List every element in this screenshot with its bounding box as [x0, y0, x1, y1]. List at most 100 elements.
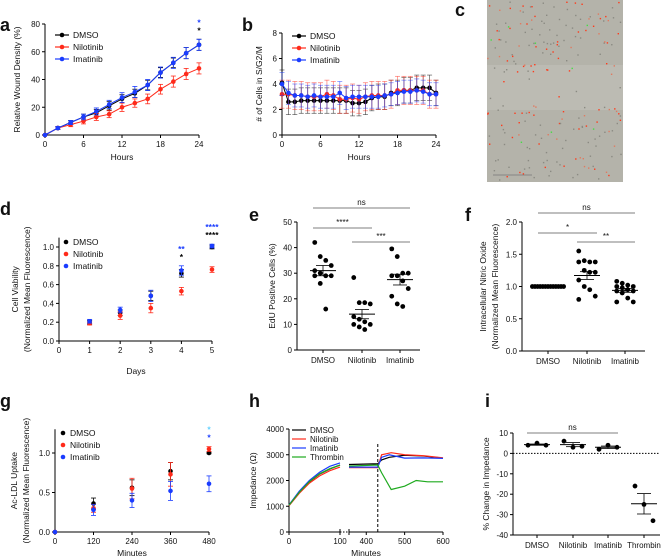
cell-dot [541, 20, 543, 22]
cell-dot [611, 44, 613, 46]
cell-dot [595, 145, 597, 147]
cell-dot [545, 48, 548, 50]
cell-dot [546, 159, 548, 162]
cell-dot [603, 20, 605, 22]
x-tick-label: 18 [393, 140, 402, 149]
cell-dot [535, 106, 537, 108]
y-tick-label: 20 [283, 295, 292, 304]
cell-dot [525, 112, 528, 114]
y-tick-label: 0 [288, 346, 293, 355]
cell-dot [572, 176, 574, 179]
cell-dot [506, 60, 509, 62]
cell-dot [575, 14, 577, 17]
data-point [171, 79, 176, 84]
cell-dot [556, 44, 558, 46]
data-point [206, 481, 212, 487]
y-axis-label: EdU Positive Cells (%) [267, 243, 277, 329]
data-point [362, 319, 368, 325]
legend-label: Imatinib [73, 261, 103, 271]
legend-item-imatinib: Imatinib [292, 444, 339, 453]
y-tick-label: 2 [273, 106, 278, 115]
legend: DMSO Nilotinib Imatinib [60, 428, 101, 462]
data-point [196, 66, 202, 71]
cell-dot [578, 117, 580, 119]
data-point [405, 270, 411, 276]
cell-dot [598, 178, 600, 180]
x-category-label: Imatinib [611, 357, 640, 366]
cell-dot [527, 70, 529, 72]
data-point [168, 472, 173, 477]
panel-i: i -40 -30 -20 -10 0 10 DMSO Nilotinib Imatinib Thr… [481, 391, 661, 550]
cell-dot [529, 6, 532, 8]
data-point [375, 94, 381, 100]
legend-item-imatinib: Imatinib [63, 261, 103, 271]
cell-dot [583, 165, 586, 168]
data-point [356, 300, 362, 306]
cell-dot [506, 176, 508, 178]
y-tick-label: 0 [273, 131, 278, 140]
data-point [356, 94, 362, 100]
data-point [183, 50, 189, 56]
cell-dot [540, 137, 543, 139]
cell-dot [573, 128, 575, 130]
cell-dot [608, 108, 610, 111]
cell-dot [574, 35, 577, 38]
cell-dot [594, 168, 596, 170]
data-point [106, 102, 112, 107]
cell-dot [618, 1, 620, 4]
cell-dot [497, 109, 499, 111]
legend-item-dmso: DMSO [292, 31, 336, 41]
cell-dot [582, 158, 584, 160]
y-tick-label: 3000 [266, 451, 284, 460]
cell-dot [605, 15, 607, 18]
y-tick-label: 4000 [266, 425, 284, 434]
legend-marker [296, 57, 302, 63]
cell-dot [552, 42, 555, 44]
data-point [337, 90, 343, 96]
cell-dot [526, 146, 528, 149]
cell-dot [612, 17, 615, 19]
y-tick-label: -10 [496, 470, 508, 479]
y-tick-label: 1.5 [506, 250, 518, 259]
series-thrombin [288, 464, 443, 506]
cell-dot [528, 44, 530, 47]
data-point [324, 94, 330, 100]
group-dmso [524, 440, 550, 448]
data-point [619, 285, 625, 291]
cell-dot [519, 23, 522, 25]
data-point [405, 286, 411, 291]
cell-dot [581, 126, 584, 128]
data-point [395, 90, 400, 96]
cell-dot [619, 115, 622, 117]
y-axis-label: # of Cells in S/G2/M [254, 46, 264, 122]
x-tick-label: 0 [57, 346, 62, 355]
cell-dot [606, 63, 608, 65]
x-axis-label: Minutes [117, 548, 147, 558]
cell-dot [618, 113, 620, 115]
data-point [632, 483, 638, 489]
group-imatinib [387, 246, 413, 309]
y-tick-label: 8 [273, 29, 278, 38]
legend-item-nilotinib: Nilotinib [292, 435, 339, 444]
x-tick-label: 18 [156, 140, 165, 149]
data-point [183, 71, 189, 77]
cell-dot [581, 3, 583, 5]
cell-dot [505, 22, 507, 24]
cell-dot [542, 161, 545, 164]
data-point [581, 258, 587, 264]
panel-g: g 0.0 0.5 1.0 0 120 240 360 480 Ac-LDL Uptake (Nor… [0, 391, 216, 558]
data-point [408, 89, 413, 94]
panel-letter: d [0, 199, 11, 219]
cell-dot [550, 53, 552, 55]
legend-label: Imatinib [310, 55, 340, 65]
data-point [129, 498, 135, 503]
data-point [427, 91, 432, 97]
cell-dot [520, 141, 523, 143]
legend-label: DMSO [310, 426, 334, 435]
cell-dot [614, 108, 616, 110]
cell-dot [589, 16, 591, 18]
data-point [311, 93, 317, 98]
legend-marker [63, 239, 69, 245]
legend: DMSO Nilotinib Imatinib [292, 31, 341, 65]
cell-dot [518, 45, 520, 47]
